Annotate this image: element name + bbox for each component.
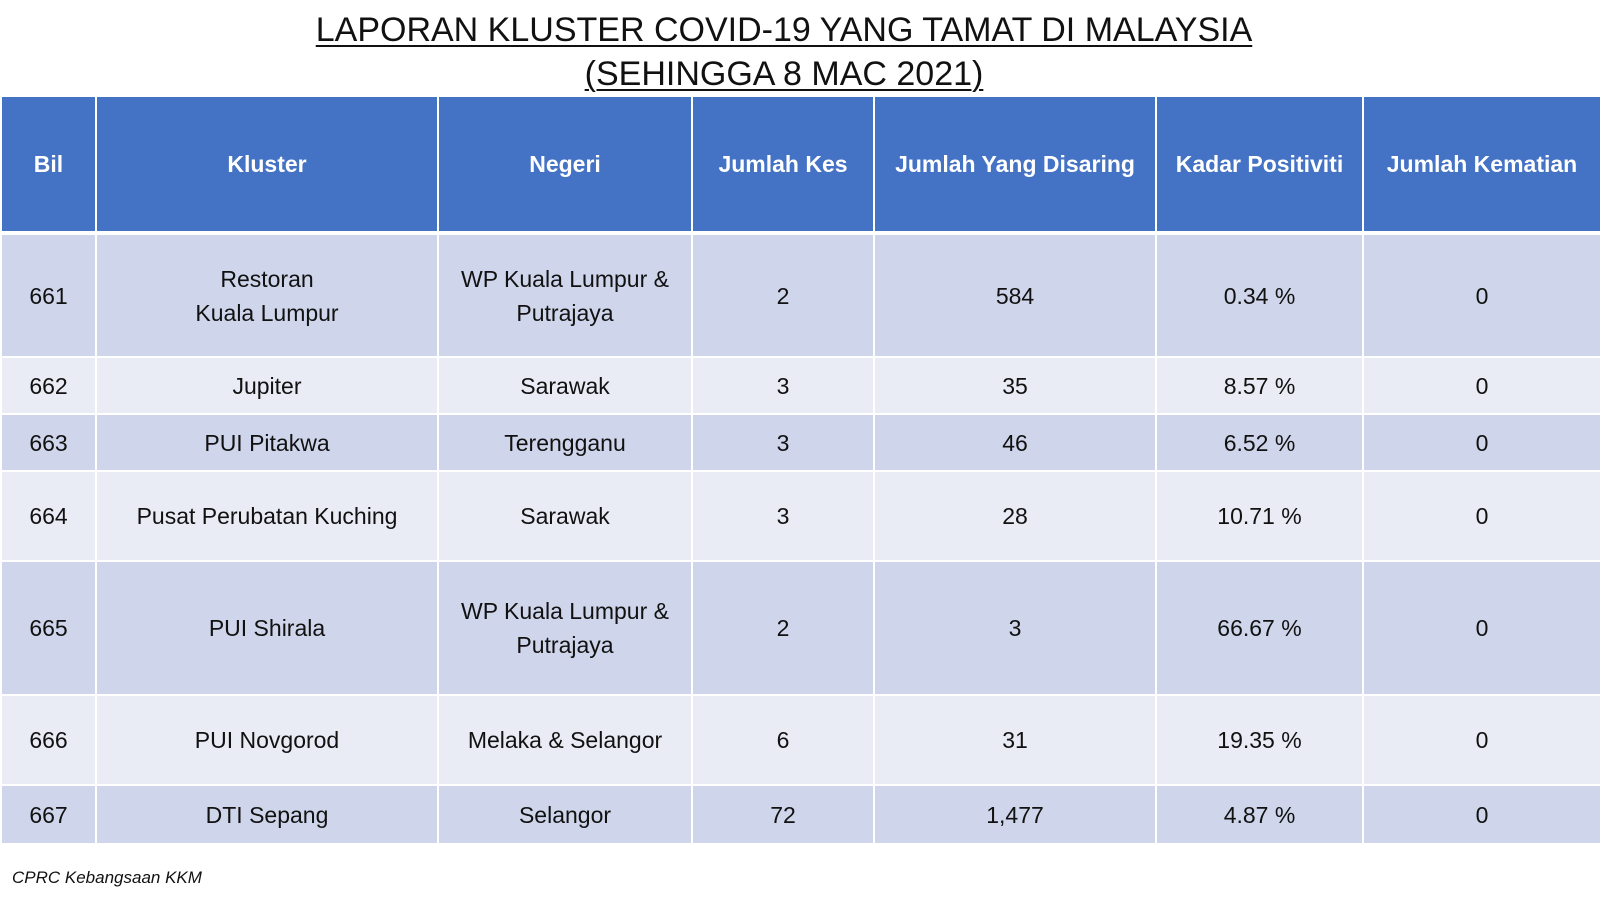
cluster-table: Bil Kluster Negeri Jumlah Kes Jumlah Yan…	[0, 97, 1600, 845]
cell-negeri: Melaka & Selangor	[437, 695, 693, 786]
cell-negeri: Sarawak	[437, 471, 693, 562]
cell-bil: 664	[0, 471, 97, 562]
table-row: 662 Jupiter Sarawak 3 35 8.57 % 0	[0, 357, 1600, 415]
cell-kadar-positiviti: 0.34 %	[1155, 233, 1364, 358]
cell-bil: 666	[0, 695, 97, 786]
cell-jumlah-disaring: 584	[873, 233, 1157, 358]
cell-jumlah-kes: 6	[691, 695, 875, 786]
cell-jumlah-disaring: 31	[873, 695, 1157, 786]
cell-kluster: Pusat Perubatan Kuching	[95, 471, 439, 562]
cell-jumlah-kes: 2	[691, 233, 875, 358]
cell-jumlah-kes: 72	[691, 785, 875, 845]
cell-jumlah-kematian: 0	[1362, 233, 1600, 358]
table-row: 667 DTI Sepang Selangor 72 1,477 4.87 % …	[0, 785, 1600, 845]
cell-kadar-positiviti: 19.35 %	[1155, 695, 1364, 786]
cell-kluster: Restoran Kuala Lumpur	[95, 233, 439, 358]
title-line-1: LAPORAN KLUSTER COVID-19 YANG TAMAT DI M…	[315, 11, 1253, 49]
cell-bil: 661	[0, 233, 97, 358]
cell-jumlah-disaring: 1,477	[873, 785, 1157, 845]
table-row: 661 Restoran Kuala Lumpur WP Kuala Lumpu…	[0, 233, 1600, 358]
table-row: 664 Pusat Perubatan Kuching Sarawak 3 28…	[0, 471, 1600, 562]
cell-jumlah-kematian: 0	[1362, 357, 1600, 415]
cell-kluster: PUI Novgorod	[95, 695, 439, 786]
cell-negeri-text: WP Kuala Lumpur & Putrajaya	[461, 265, 669, 326]
cell-kluster: Jupiter	[95, 357, 439, 415]
table-header-row: Bil Kluster Negeri Jumlah Kes Jumlah Yan…	[0, 97, 1600, 235]
cell-jumlah-disaring: 35	[873, 357, 1157, 415]
cell-bil: 667	[0, 785, 97, 845]
cell-bil: 665	[0, 561, 97, 696]
cell-jumlah-kematian: 0	[1362, 695, 1600, 786]
cell-kadar-positiviti: 4.87 %	[1155, 785, 1364, 845]
cell-kluster: PUI Shirala	[95, 561, 439, 696]
cell-jumlah-kes: 3	[691, 471, 875, 562]
cell-jumlah-disaring: 3	[873, 561, 1157, 696]
cell-jumlah-disaring: 28	[873, 471, 1157, 562]
cell-kadar-positiviti: 10.71 %	[1155, 471, 1364, 562]
cell-kluster: DTI Sepang	[95, 785, 439, 845]
cell-jumlah-kematian: 0	[1362, 785, 1600, 845]
table-row: 663 PUI Pitakwa Terengganu 3 46 6.52 % 0	[0, 414, 1600, 472]
title-line-2: (SEHINGGA 8 MAC 2021)	[584, 55, 984, 93]
header-negeri: Negeri	[437, 97, 693, 235]
header-jumlah-disaring: Jumlah Yang Disaring	[873, 97, 1157, 235]
cell-negeri: WP Kuala Lumpur & Putrajaya	[437, 233, 693, 358]
header-jumlah-kes: Jumlah Kes	[691, 97, 875, 235]
table-row: 666 PUI Novgorod Melaka & Selangor 6 31 …	[0, 695, 1600, 786]
cell-negeri: WP Kuala Lumpur & Putrajaya	[437, 561, 693, 696]
cell-negeri: Terengganu	[437, 414, 693, 472]
header-kluster: Kluster	[95, 97, 439, 235]
header-bil: Bil	[0, 97, 97, 235]
cell-jumlah-kes: 3	[691, 414, 875, 472]
header-jumlah-kematian: Jumlah Kematian	[1362, 97, 1600, 235]
cell-kadar-positiviti: 8.57 %	[1155, 357, 1364, 415]
cell-kluster-text: Restoran Kuala Lumpur	[195, 265, 339, 326]
report-title: LAPORAN KLUSTER COVID-19 YANG TAMAT DI M…	[0, 8, 1568, 96]
cell-negeri-text: WP Kuala Lumpur & Putrajaya	[461, 598, 669, 658]
cell-jumlah-kematian: 0	[1362, 471, 1600, 562]
cell-jumlah-kes: 2	[691, 561, 875, 696]
cell-kadar-positiviti: 6.52 %	[1155, 414, 1364, 472]
cell-bil: 662	[0, 357, 97, 415]
source-note: CPRC Kebangsaan KKM	[12, 868, 202, 887]
cell-negeri: Sarawak	[437, 357, 693, 415]
cell-jumlah-kematian: 0	[1362, 414, 1600, 472]
cell-bil: 663	[0, 414, 97, 472]
cell-kluster: PUI Pitakwa	[95, 414, 439, 472]
cell-jumlah-disaring: 46	[873, 414, 1157, 472]
cell-jumlah-kes: 3	[691, 357, 875, 415]
cell-negeri: Selangor	[437, 785, 693, 845]
table-row: 665 PUI Shirala WP Kuala Lumpur & Putraj…	[0, 561, 1600, 696]
cell-kadar-positiviti: 66.67 %	[1155, 561, 1364, 696]
header-kadar-positiviti: Kadar Positiviti	[1155, 97, 1364, 235]
cell-jumlah-kematian: 0	[1362, 561, 1600, 696]
